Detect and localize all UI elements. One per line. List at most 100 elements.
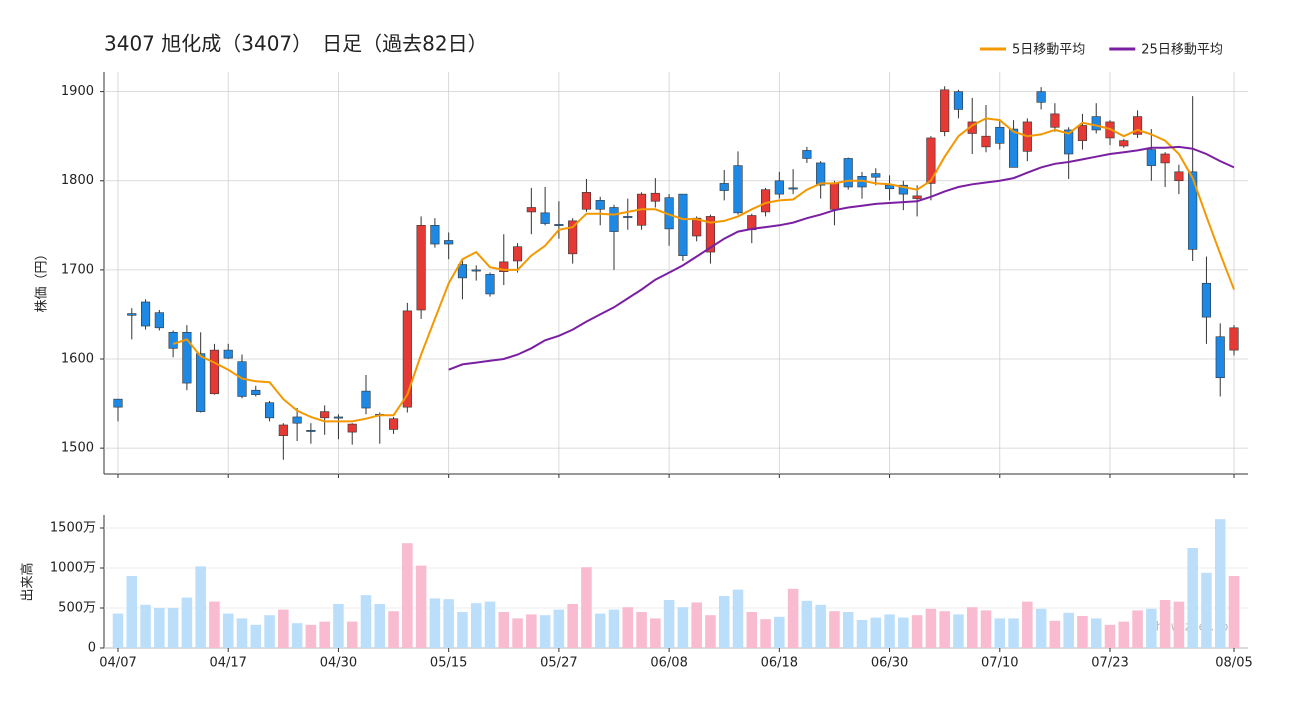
candle-body	[1229, 327, 1239, 351]
volume-bar	[594, 613, 606, 648]
volume-bar	[1104, 624, 1116, 648]
volume-bar	[622, 607, 634, 648]
candle-body	[1146, 149, 1156, 166]
candle-body	[995, 126, 1005, 144]
candle-body	[1050, 113, 1060, 128]
candle-body	[788, 187, 798, 190]
volume-bar	[443, 599, 454, 648]
volume-bar	[718, 596, 730, 648]
candle-body	[512, 246, 523, 262]
volume-bar	[553, 609, 565, 648]
y-tick-label: 1700	[61, 262, 94, 277]
candle-body	[926, 137, 936, 184]
candle-body	[581, 192, 592, 210]
volume-bar	[429, 598, 441, 648]
volume-bar	[140, 604, 151, 648]
x-tick-label: 04/17	[209, 656, 246, 671]
candle-body	[816, 162, 826, 186]
volume-bar	[457, 612, 468, 648]
volume-bar	[966, 607, 978, 648]
volume-bar	[374, 604, 386, 648]
candle-body	[554, 224, 564, 226]
volume-bar	[360, 595, 372, 648]
x-tick-label: 07/23	[1091, 656, 1128, 671]
candle-body	[829, 183, 840, 210]
candle-body	[333, 416, 344, 419]
candle-body	[1201, 282, 1212, 318]
x-tick-label: 06/18	[761, 656, 798, 671]
volume-bar	[415, 565, 427, 648]
volume-bar	[1008, 618, 1019, 648]
volume-bar	[195, 566, 206, 648]
volume-bar	[305, 624, 317, 648]
candle-body	[719, 183, 729, 191]
x-tick-label: 06/08	[650, 656, 687, 671]
volume-bar	[264, 615, 275, 648]
candle-body	[485, 274, 495, 295]
candle-body	[1036, 91, 1046, 103]
candle-body	[1119, 140, 1129, 147]
volume-bar	[388, 611, 399, 648]
candle-body	[650, 192, 660, 202]
y-tick-label: 1800	[61, 173, 94, 188]
volume-bar	[1063, 612, 1074, 648]
volume-bar	[1159, 600, 1171, 648]
candle-body	[388, 418, 399, 430]
volume-bar	[567, 604, 578, 648]
y-tick-label: 1900	[61, 84, 94, 99]
candle-body	[1132, 116, 1143, 135]
candle-body	[802, 150, 812, 159]
volume-bar	[1132, 610, 1143, 648]
y-axis-label: 株価（円）	[35, 247, 50, 312]
x-tick-label: 07/10	[981, 656, 1018, 671]
candle-body	[113, 398, 123, 408]
candle-body	[623, 216, 633, 218]
candle-body	[1077, 125, 1088, 141]
legend-label: 5日移動平均	[1012, 43, 1085, 58]
volume-bar	[1035, 608, 1047, 648]
volume-bar	[236, 618, 248, 648]
volume-bar	[1146, 608, 1157, 648]
volume-bar	[526, 614, 537, 648]
volume-bar	[250, 624, 262, 648]
volume-bar	[953, 614, 964, 648]
volume-bar	[774, 616, 785, 648]
candle-body	[678, 193, 688, 256]
candle-body	[168, 331, 178, 349]
candle-body	[953, 91, 964, 110]
volume-y-tick-label: 1000万	[50, 561, 96, 576]
candle-body	[444, 240, 454, 245]
candle-body	[278, 424, 288, 436]
volume-bar	[278, 609, 289, 648]
candle-body	[540, 212, 550, 224]
candle-body	[347, 423, 357, 433]
candle-body	[1064, 129, 1074, 155]
volume-bar	[222, 613, 234, 648]
candle-body	[457, 264, 468, 279]
volume-bar	[884, 614, 895, 648]
legend-label: 25日移動平均	[1141, 43, 1223, 58]
candle-body	[609, 207, 619, 232]
candle-body	[843, 158, 853, 188]
volume-bar	[333, 604, 344, 648]
candle-body	[1160, 153, 1170, 164]
volume-bar	[994, 618, 1006, 648]
volume-bar	[650, 618, 661, 648]
volume-bar	[1118, 621, 1130, 648]
volume-bar	[815, 604, 826, 648]
volume-bar	[801, 600, 813, 648]
volume-bar	[608, 609, 620, 648]
candle-body	[774, 180, 784, 195]
candle-body	[430, 225, 440, 245]
volume-bar	[1173, 601, 1185, 648]
volume-bar	[1187, 548, 1198, 648]
candle-body	[154, 312, 164, 329]
volume-bar	[829, 611, 840, 648]
volume-axis-label: 出来高	[20, 562, 36, 601]
candle-body	[940, 89, 950, 133]
volume-bar	[154, 608, 165, 648]
candle-body	[196, 353, 206, 412]
x-tick-label: 05/27	[540, 656, 577, 671]
volume-bar	[898, 617, 909, 648]
candle-body	[760, 189, 771, 213]
